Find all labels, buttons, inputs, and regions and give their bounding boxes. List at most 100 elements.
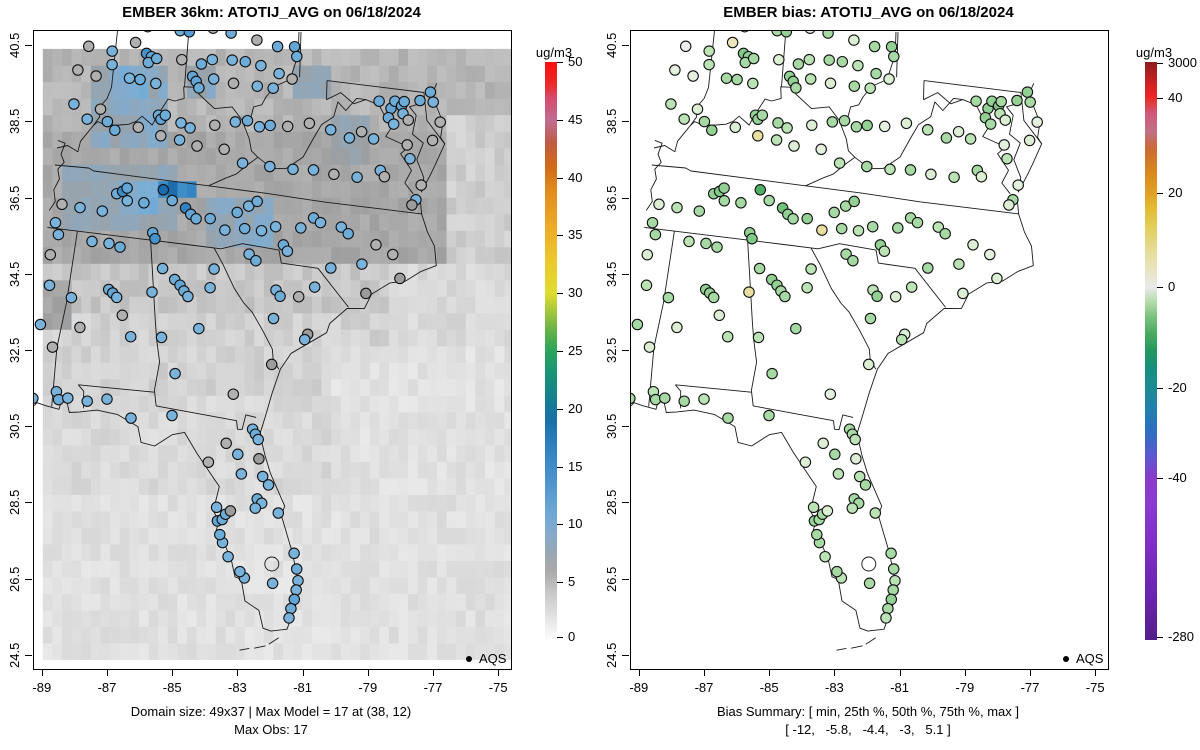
aqs-station-point (726, 36, 739, 49)
aqs-station-point (975, 170, 988, 183)
aqs-station-point (904, 164, 917, 176)
aqs-station-point (227, 388, 240, 400)
aqs-station-point (671, 321, 683, 334)
colorbar-tick (1157, 637, 1163, 639)
aqs-station-point (281, 120, 294, 133)
colorbar-tick (557, 408, 563, 410)
border-ga_sc (810, 247, 877, 370)
aqs-station-point (123, 72, 136, 84)
aqs-station-point (780, 31, 793, 38)
aqs-station-point (921, 124, 934, 136)
y-axis-tick (622, 197, 629, 199)
aqs-station-point (743, 286, 755, 298)
colorbar-tick (557, 62, 563, 63)
aqs-station-point (251, 195, 263, 208)
aqs-station-point (816, 224, 828, 236)
border-kytn_vanc (651, 164, 1019, 215)
aqs-station-point (1003, 199, 1015, 211)
aqs-station-point (222, 550, 234, 563)
y-axis-tick-label: 40.5 (604, 32, 619, 58)
x-axis-tick-label: -75 (1085, 680, 1105, 695)
aqs-station-point (832, 468, 845, 480)
aqs-station-point (863, 577, 876, 590)
aqs-station-point (101, 115, 114, 128)
left-map-plot[interactable]: AQS (33, 30, 512, 670)
aqs-station-point (193, 82, 205, 94)
colorbar-tick-label: 50 (568, 54, 583, 69)
aqs-station-point (176, 53, 188, 66)
x-axis-tick (1095, 669, 1097, 676)
right-map-plot[interactable]: AQS (630, 30, 1109, 670)
border-al_ga (747, 240, 758, 406)
aqs-station-point (889, 290, 902, 303)
x-axis-tick (367, 669, 369, 676)
aqs-station-point (824, 77, 837, 90)
aqs-station-point (269, 220, 282, 233)
aqs-station-point (870, 67, 882, 80)
colorbar-tick-label: 45 (568, 111, 583, 127)
aqs-station-point (713, 309, 726, 322)
aqs-station-point (72, 64, 84, 76)
aqs-station-point (360, 287, 372, 300)
aqs-station-point (355, 125, 368, 138)
aqs-station-point (255, 224, 268, 237)
aqs-station-point (838, 114, 851, 127)
aqs-station-point (202, 456, 215, 468)
aqs-station-point (124, 330, 137, 343)
aqs-station-point (243, 248, 255, 260)
aqs-station-point (887, 563, 900, 575)
x-axis-tick-label: -83 (227, 680, 247, 695)
aqs-station-point (649, 228, 662, 241)
aqs-station-point (94, 103, 107, 115)
aqs-station-point (888, 50, 900, 63)
model-raster (42, 48, 511, 660)
aqs-station-point (964, 133, 977, 145)
aqs-station-point (190, 213, 202, 225)
lake-okeechobee (264, 556, 280, 572)
aqs-station-point (267, 312, 280, 325)
aqs-station-point (804, 73, 817, 85)
aqs-station-point (643, 341, 656, 353)
aqs-station-point (226, 54, 238, 66)
aqs-station-point (265, 358, 278, 371)
x-axis-tick (638, 669, 640, 676)
aqs-station-point (862, 358, 875, 371)
aqs-station-point (683, 235, 695, 248)
x-axis-tick-label: -77 (1020, 680, 1040, 695)
aqs-station-point (754, 184, 767, 196)
colorbar-tick (557, 582, 563, 584)
aqs-station-point (953, 258, 965, 270)
colorbar-tick-label: -280 (1168, 629, 1195, 645)
border-al_fl (78, 384, 155, 393)
aqs-station-point (698, 115, 711, 128)
aqs-station-point (46, 341, 59, 353)
aqs-station-point (826, 116, 839, 128)
aqs-station-point (402, 114, 415, 126)
colorbar-tick-label: -40 (1168, 470, 1187, 486)
aqs-station-point (939, 227, 951, 240)
aqs-station-point (253, 121, 266, 133)
x-axis-tick (107, 669, 108, 676)
aqs-station-point (204, 212, 216, 225)
aqs-station-point (406, 199, 418, 211)
aqs-station-point (835, 222, 848, 235)
aqs-station-point (779, 290, 791, 303)
aqs-station-point (183, 31, 196, 38)
right-footer-line1: Bias Summary: [ min, 25th %, 50th %, 75t… (716, 704, 1019, 719)
aqs-station-point (49, 216, 62, 229)
aqs-station-point (121, 195, 134, 207)
aqs-station-point (150, 77, 162, 90)
aqs-station-point (984, 118, 997, 130)
aqs-station-point (790, 82, 802, 94)
aqs-station-point (703, 45, 715, 57)
aqs-station-point (281, 245, 294, 257)
aqs-station-point (210, 501, 223, 514)
aqs-station-point (852, 224, 865, 237)
y-axis-tick (622, 426, 629, 428)
aqs-station-point (770, 134, 783, 146)
x-axis-tick-label: -87 (97, 680, 117, 695)
aqs-station-point (703, 58, 715, 71)
colorbar-tick (557, 637, 563, 639)
border-tn_south (644, 226, 819, 250)
aqs-station-point (256, 470, 269, 483)
